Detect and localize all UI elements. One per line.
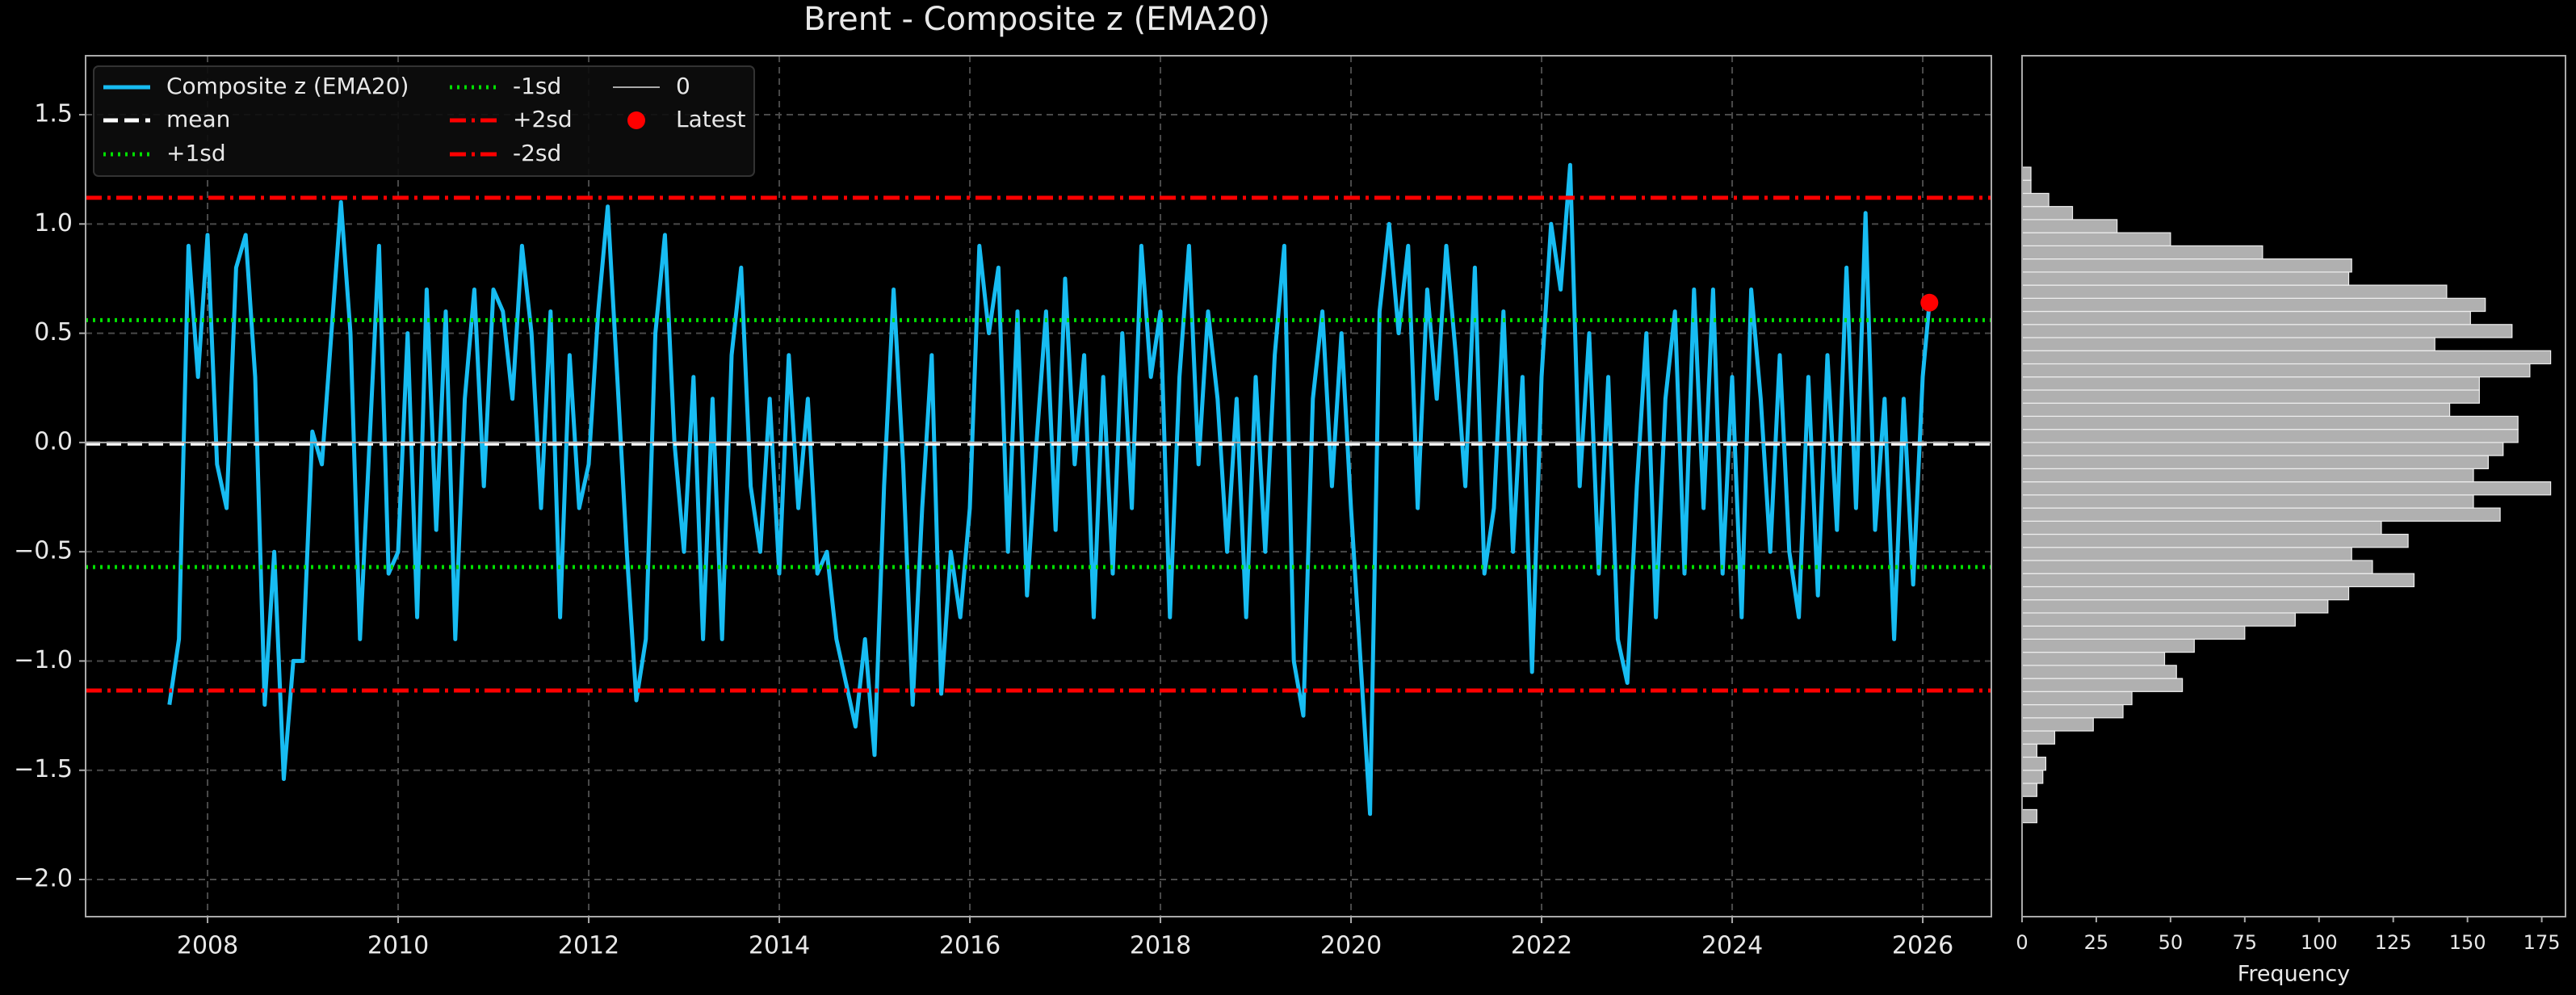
histogram-bar — [2021, 783, 2037, 797]
histogram-bar — [2021, 363, 2531, 378]
histogram-bar — [2021, 310, 2471, 325]
latest-point — [1920, 293, 1939, 312]
x-tick-label: 0 — [2016, 931, 2028, 954]
x-tick-label: 75 — [2233, 931, 2258, 954]
histogram-bar — [2021, 245, 2263, 260]
histogram-bar — [2021, 481, 2552, 496]
x-axis-label: Frequency — [2238, 962, 2351, 987]
histogram-bar — [2021, 756, 2047, 771]
histogram-bar — [2021, 166, 2032, 181]
y-tick-label: 1.0 — [34, 209, 73, 237]
y-tick-label: −2.0 — [14, 865, 73, 893]
x-tick-label: 2016 — [939, 932, 1001, 960]
x-tick-label: 175 — [2524, 931, 2561, 954]
y-tick-label: 0.5 — [34, 318, 73, 346]
histogram-bar — [2021, 192, 2049, 208]
x-tick-label: 50 — [2159, 931, 2184, 954]
x-tick-label: 125 — [2375, 931, 2412, 954]
y-tick-label: −1.0 — [14, 646, 73, 674]
histogram-bar — [2021, 665, 2177, 679]
histogram-bar — [2021, 703, 2124, 719]
legend-swatch — [627, 111, 645, 129]
legend-label: -1sd — [513, 73, 561, 99]
histogram-bar — [2021, 429, 2519, 443]
x-tick-label: 2022 — [1511, 932, 1572, 960]
histogram-bar — [2021, 507, 2501, 522]
legend-label: Latest — [676, 106, 746, 132]
histogram-bar — [2021, 730, 2056, 745]
x-tick-label: 2026 — [1892, 932, 1953, 960]
x-tick-label: 2012 — [558, 932, 619, 960]
x-tick-label: 2018 — [1130, 932, 1191, 960]
histogram-bar — [2021, 271, 2350, 286]
x-tick-label: 2020 — [1320, 932, 1382, 960]
histogram-bar — [2021, 206, 2074, 220]
histogram-bar — [2021, 297, 2486, 313]
histogram-bar — [2021, 337, 2435, 351]
histogram-bar — [2021, 743, 2037, 758]
histogram-bar — [2021, 599, 2329, 614]
plot-frame — [2021, 55, 2566, 917]
histogram-bar — [2021, 770, 2044, 784]
histogram-bar — [2021, 442, 2504, 456]
histogram-bar — [2021, 560, 2373, 574]
legend-box — [93, 65, 755, 177]
histogram-bar — [2021, 612, 2296, 627]
x-tick-label: 2008 — [177, 932, 238, 960]
histogram-bar — [2021, 691, 2133, 706]
y-tick-label: 0.0 — [34, 427, 73, 456]
data-line — [167, 162, 1932, 817]
histogram-bar — [2021, 808, 2037, 824]
legend-label: 0 — [676, 73, 690, 99]
x-tick-label: 150 — [2449, 931, 2486, 954]
histogram-bar — [2021, 232, 2171, 246]
histogram-bar — [2021, 678, 2184, 692]
histogram-bar — [2021, 324, 2513, 338]
histogram-bar — [2021, 455, 2489, 469]
histogram-bar — [2021, 402, 2451, 418]
histogram-bar — [2021, 638, 2195, 653]
histogram-bar — [2021, 179, 2032, 195]
histogram-bar — [2021, 219, 2118, 233]
y-tick-label: −0.5 — [14, 537, 73, 565]
histogram-bar — [2021, 533, 2409, 548]
histogram-bar — [2021, 389, 2480, 404]
histogram-bar — [2021, 494, 2474, 509]
legend-label: Composite z (EMA20) — [166, 73, 409, 99]
legend-label: +1sd — [166, 140, 226, 166]
histogram-bar — [2021, 586, 2350, 601]
x-tick-label: 2010 — [367, 932, 429, 960]
histogram-bar — [2021, 625, 2246, 640]
histogram-bar — [2021, 468, 2474, 483]
histogram-bar — [2021, 652, 2166, 666]
histogram-bar — [2021, 717, 2094, 732]
histogram-bar — [2021, 258, 2352, 273]
histogram-bar — [2021, 547, 2352, 561]
x-tick-label: 100 — [2301, 931, 2338, 954]
histogram-bar — [2021, 415, 2519, 430]
x-tick-label: 2024 — [1701, 932, 1763, 960]
histogram-bar — [2021, 284, 2448, 299]
x-tick-label: 2014 — [749, 932, 810, 960]
chart-title: Brent - Composite z (EMA20) — [803, 1, 1270, 38]
histogram-bar — [2021, 376, 2480, 391]
legend-label: +2sd — [513, 106, 573, 132]
legend-label: -2sd — [513, 140, 561, 166]
y-tick-label: −1.5 — [14, 755, 73, 783]
histogram-bar — [2021, 350, 2552, 365]
histogram-bar — [2021, 520, 2382, 535]
plot-frame — [85, 55, 1992, 917]
y-tick-label: 1.5 — [34, 100, 73, 128]
histogram-bar — [2021, 573, 2415, 588]
x-tick-label: 25 — [2084, 931, 2109, 954]
legend-label: mean — [166, 106, 230, 132]
